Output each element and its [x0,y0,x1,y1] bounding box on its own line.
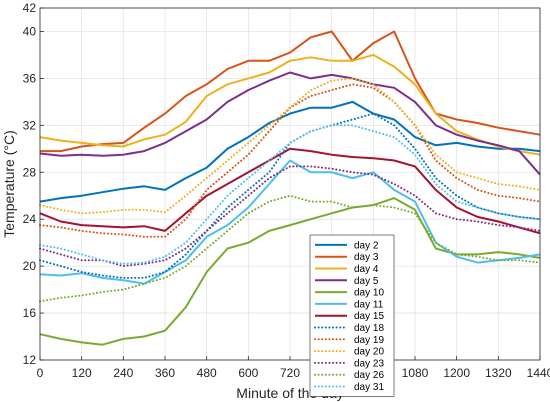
legend-entry-label: day 20 [354,347,384,358]
y-tick-label: 28 [23,165,37,179]
y-tick-label: 36 [23,71,37,85]
series-line-day-20 [39,77,541,215]
legend-entry-label: day 11 [354,299,384,310]
y-tick-label: 32 [23,118,37,132]
x-tick-label: 240 [113,366,133,380]
legend-entry-label: day 10 [354,288,384,299]
series-line-day-11 [39,159,541,285]
legend-entry-label: day 2 [354,240,379,251]
x-tick-label: 0 [37,366,44,380]
series-line-day-31 [39,124,541,265]
legend-entry-label: day 19 [354,335,384,346]
legend-entry-label: day 15 [354,311,384,322]
x-tick-label: 1080 [402,366,429,380]
x-tick-label: 120 [72,366,92,380]
y-tick-label: 20 [23,259,37,273]
legend-entry-label: day 23 [354,358,384,369]
series-line-day-4 [39,53,541,156]
x-tick-label: 720 [280,366,300,380]
series-line-day-18 [39,112,541,279]
y-tick-label: 40 [23,24,37,38]
y-tick-label: 24 [23,212,37,226]
legend-entry-label: day 4 [354,264,379,275]
x-tick-label: 1440 [527,366,550,380]
y-tick-label: 16 [23,306,37,320]
x-tick-label: 480 [197,366,217,380]
series-line-day-23 [39,165,541,268]
y-tick-label: 42 [23,1,37,15]
series-line-day-3 [40,30,541,153]
y-axis-label: Temperature (°C) [1,130,17,238]
legend-entry-label: day 31 [354,382,384,393]
legend-entry-label: day 18 [354,323,384,334]
series-line-day-5 [39,71,541,176]
series-line-day-2 [39,100,541,203]
x-tick-label: 600 [238,366,258,380]
legend-entry-label: day 3 [354,252,379,263]
y-tick-label: 12 [23,353,37,367]
series-line-day-10 [39,197,541,346]
legend-entry-label: day 5 [354,276,379,287]
legend-entry-label: day 26 [354,370,384,381]
x-tick-label: 1200 [443,366,470,380]
x-tick-label: 1320 [485,366,512,380]
y-axis-ticks: 12 16 20 24 28 32 36 40 42 [23,1,44,367]
series-line-day-15 [39,147,541,235]
x-tick-label: 360 [155,366,175,380]
series-lines [39,30,541,346]
